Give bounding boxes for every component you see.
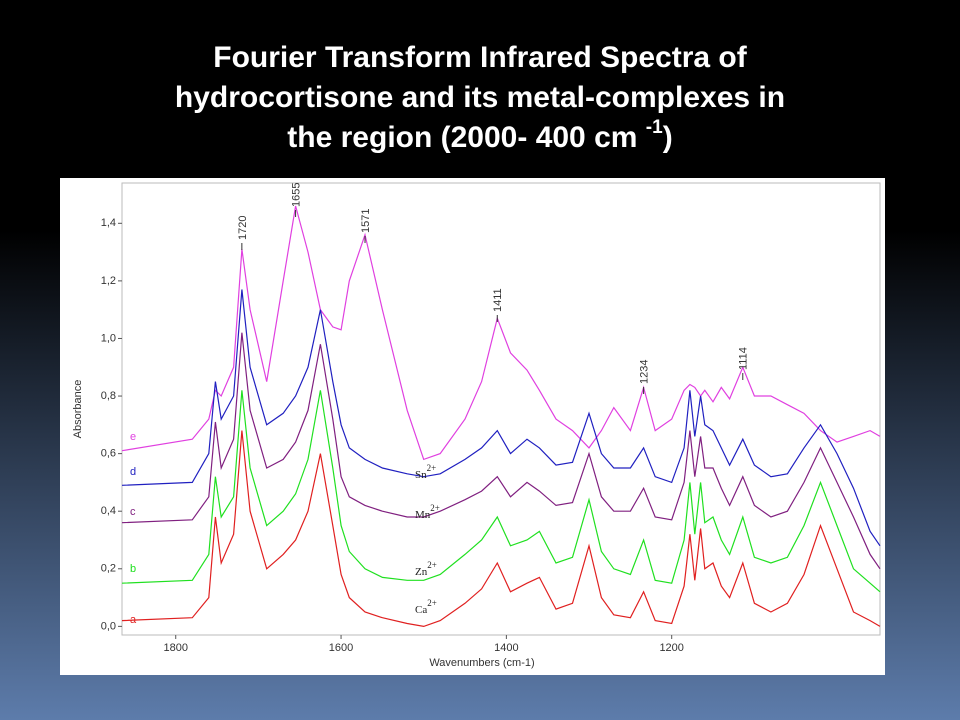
ion-symbol: Zn bbox=[415, 566, 428, 578]
series-label: d bbox=[130, 466, 136, 478]
series-label: b bbox=[130, 563, 136, 575]
ion-label: Zn2+ bbox=[415, 560, 437, 577]
spectrum-line bbox=[121, 205, 881, 461]
title-end: ) bbox=[662, 121, 673, 154]
peak-label: 1114 bbox=[738, 347, 750, 370]
y-tick-label: 1,4 bbox=[101, 217, 116, 229]
peak-label: 1655 bbox=[290, 183, 302, 207]
ion-label: Sn2+ bbox=[415, 463, 436, 480]
series-label: a bbox=[130, 614, 137, 626]
y-tick-label: 1,2 bbox=[101, 275, 116, 287]
ion-symbol: Ca bbox=[415, 604, 427, 616]
slide-title: Fourier Transform Infrared Spectra of hyd… bbox=[0, 38, 960, 158]
y-tick-label: 0,8 bbox=[101, 390, 116, 402]
title-sup: -1 bbox=[645, 117, 663, 138]
y-tick-label: 0,0 bbox=[101, 620, 116, 632]
title-line: Fourier Transform Infrared Spectra of bbox=[213, 41, 747, 74]
ion-charge: 2+ bbox=[427, 463, 437, 473]
series-label: e bbox=[130, 431, 136, 443]
spectrum-line bbox=[121, 289, 881, 547]
peak-label: 1234 bbox=[638, 360, 650, 384]
x-tick-label: 1600 bbox=[329, 642, 353, 654]
ion-symbol: Sn bbox=[415, 469, 427, 481]
ion-label: Mn2+ bbox=[415, 503, 440, 520]
x-tick-label: 1800 bbox=[163, 642, 187, 654]
ion-charge: 2+ bbox=[427, 598, 437, 608]
x-axis-title: Wavenumbers (cm-1) bbox=[429, 657, 534, 669]
peak-label: 1720 bbox=[237, 216, 249, 240]
chart: 0,0 0,2 0,4 0,6 0,8 1,0 1,2 1,4 1800 1600 1400 1200… bbox=[60, 178, 885, 675]
x-tick-label: 1200 bbox=[659, 642, 683, 654]
ion-charge: 2+ bbox=[430, 503, 440, 513]
spectrum-line bbox=[121, 430, 881, 628]
y-tick-label: 0,2 bbox=[101, 563, 116, 575]
series-label: c bbox=[130, 506, 136, 518]
spectrum-line bbox=[121, 332, 881, 570]
plot-frame bbox=[121, 182, 881, 636]
ion-symbol: Mn bbox=[415, 509, 431, 521]
ion-label: Ca2+ bbox=[415, 598, 437, 615]
peak-label: 1571 bbox=[360, 209, 372, 233]
y-tick-label: 1,0 bbox=[101, 332, 116, 344]
spectrum-line bbox=[121, 390, 881, 593]
title-line: hydrocortisone and its metal-complexes i… bbox=[174, 81, 786, 114]
ion-charge: 2+ bbox=[427, 560, 437, 570]
peak-label: 1411 bbox=[492, 288, 504, 312]
y-axis-title: Absorbance bbox=[72, 380, 84, 439]
y-tick-label: 0,6 bbox=[101, 448, 116, 460]
title-line: the region (2000- 400 cm bbox=[287, 121, 638, 154]
y-tick-label: 0,4 bbox=[101, 505, 116, 517]
x-tick-label: 1400 bbox=[494, 642, 518, 654]
